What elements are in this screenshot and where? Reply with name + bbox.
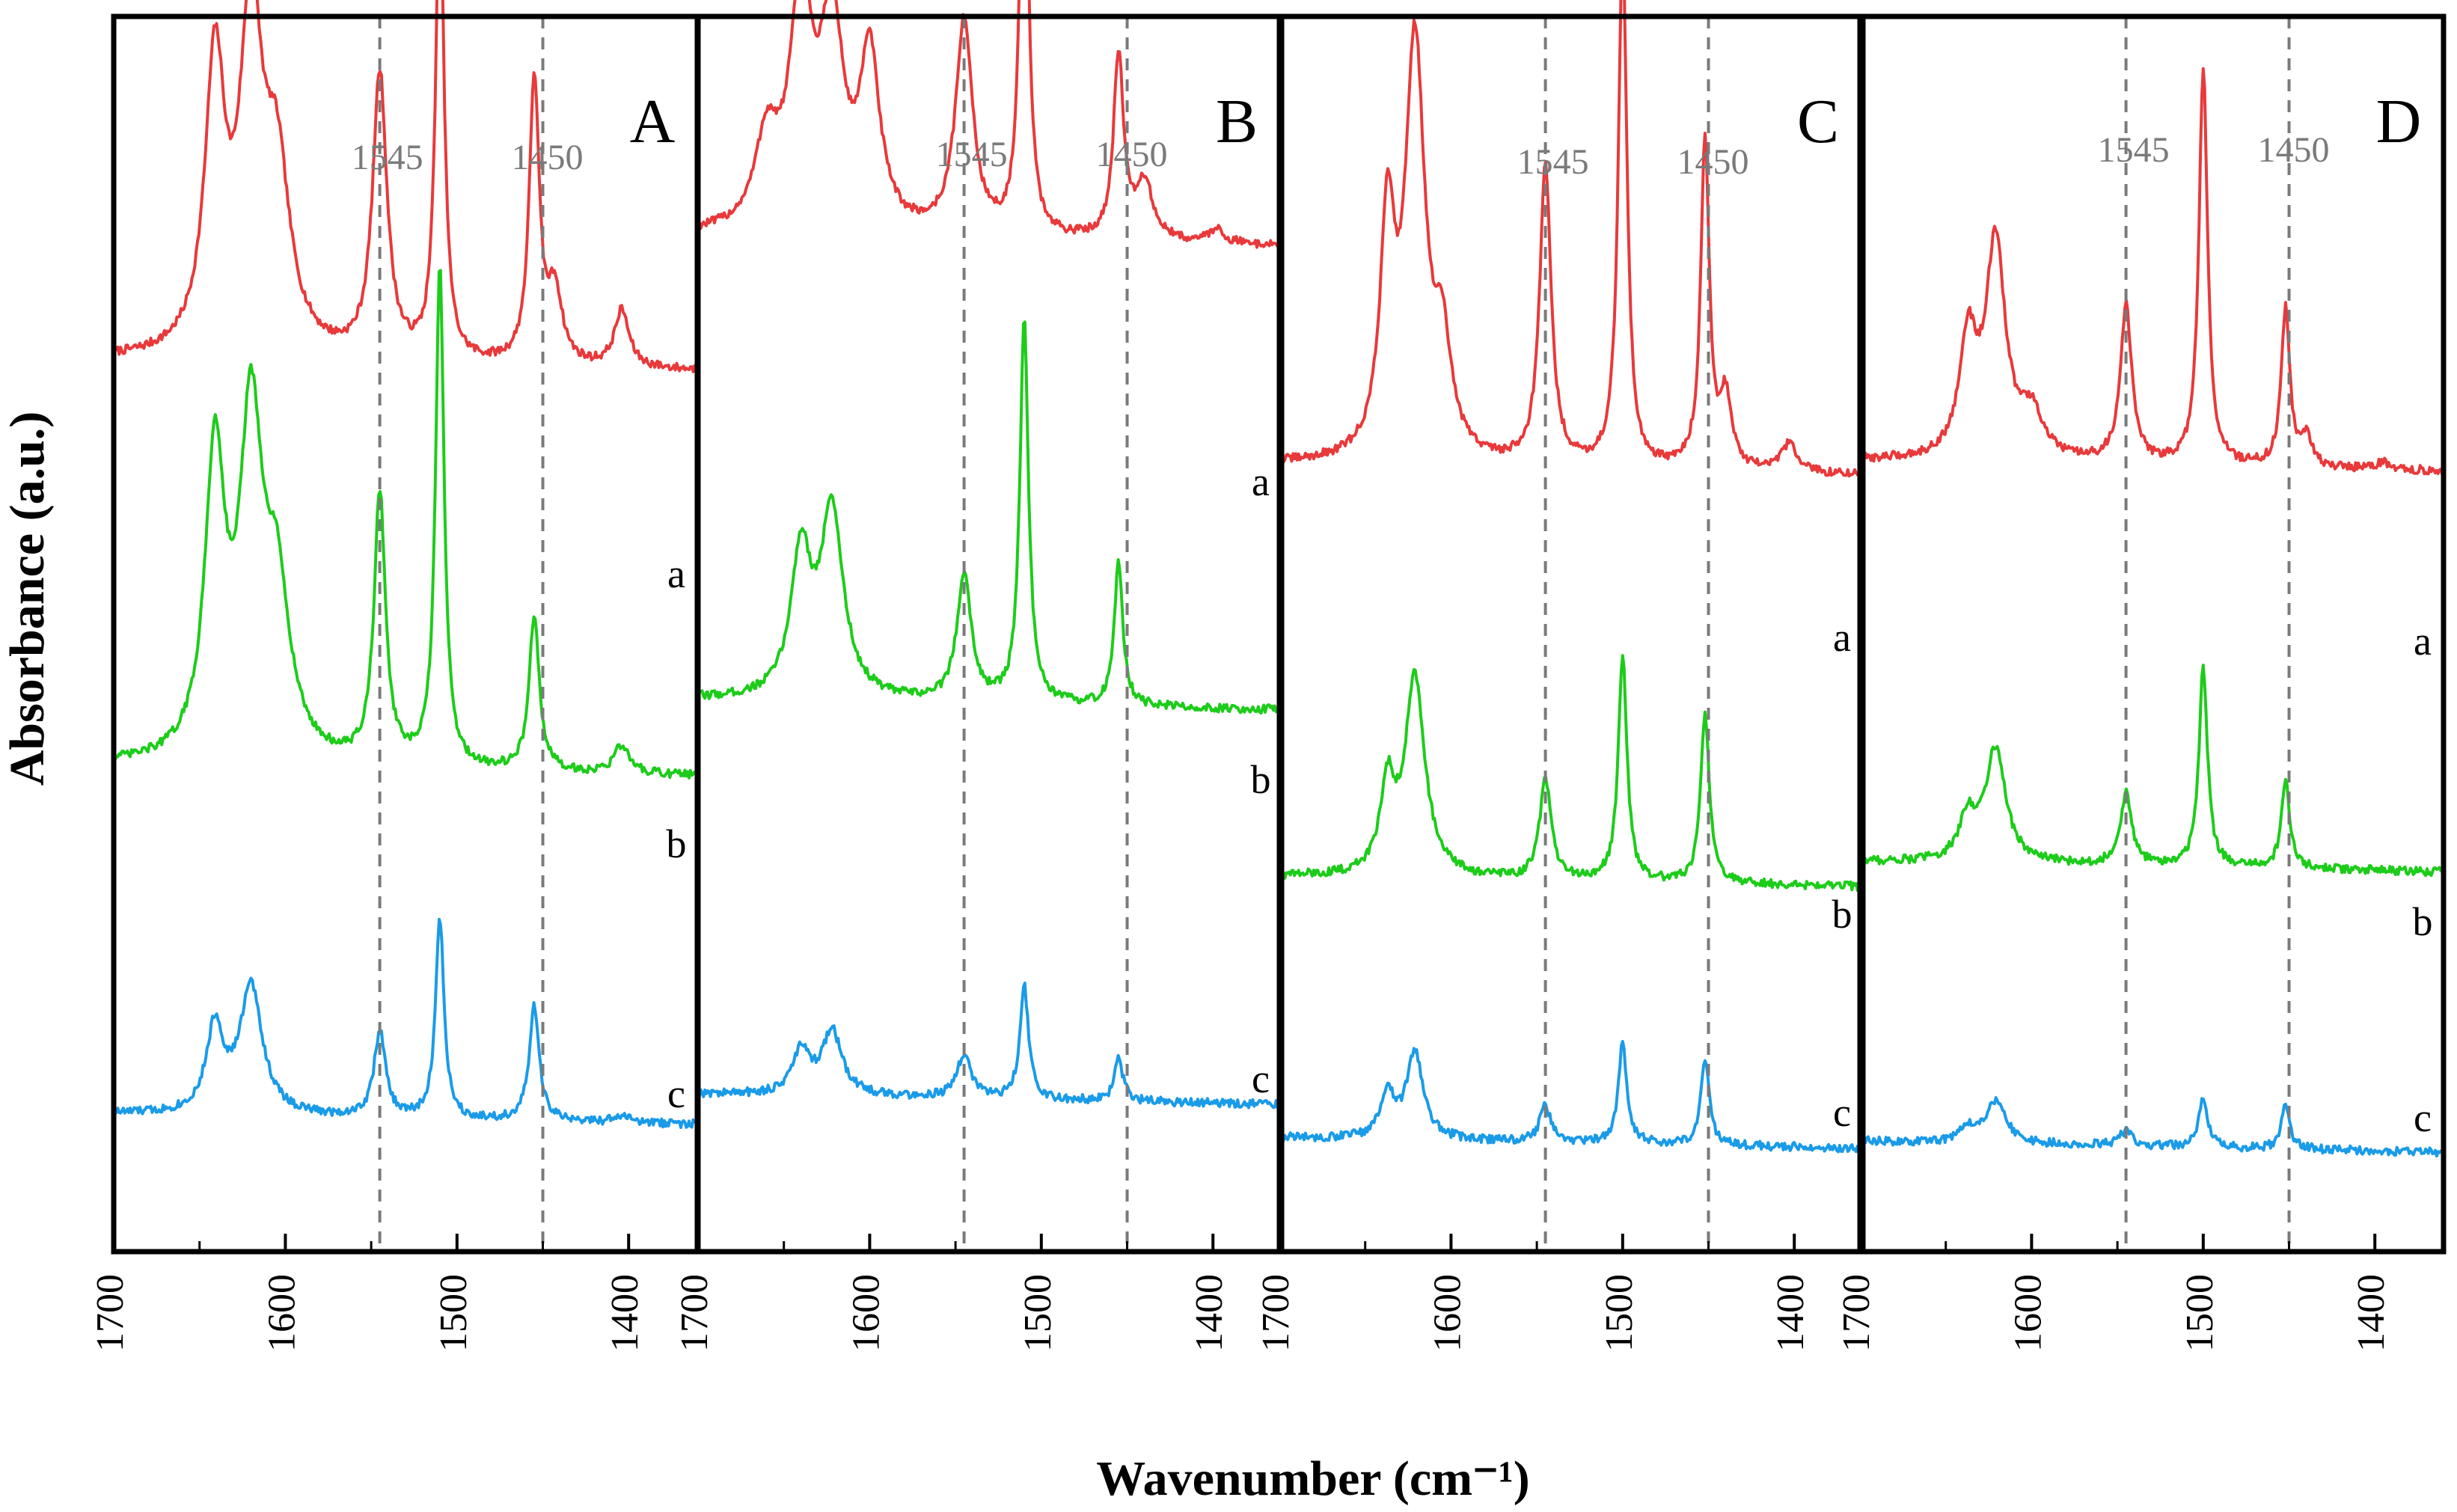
- x-tick-label-1700-d: 1700: [1835, 1274, 1878, 1352]
- panel-frame-c: [1276, 13, 1866, 1255]
- reference-label-1450-d: 1450: [2258, 130, 2330, 170]
- spectrum-a-a: [112, 0, 698, 374]
- curve-label-d-b: b: [2413, 899, 2433, 944]
- panel-label-c: C: [1797, 87, 1839, 156]
- curve-label-a-b: b: [667, 821, 687, 866]
- x-tick-label-1600-d: 1600: [2007, 1274, 2049, 1352]
- curve-label-b-a: a: [1252, 459, 1270, 504]
- curve-label-d-a: a: [2414, 619, 2432, 664]
- reference-lines: [378, 16, 2291, 1252]
- reference-label-1450-a: 1450: [512, 138, 584, 177]
- reference-label-1545-a: 1545: [352, 138, 423, 177]
- x-tick-label-1400-a: 1400: [604, 1274, 646, 1352]
- spectrum-d-a: [1859, 67, 2444, 476]
- curve-label-d-c: c: [2414, 1095, 2432, 1140]
- x-tick-label-1400-b: 1400: [1188, 1274, 1231, 1352]
- x-tick-label-1500-c: 1500: [1598, 1274, 1641, 1352]
- spectrum-d-b: [1858, 664, 2445, 878]
- spectrum-d-c: [1858, 1096, 2444, 1158]
- spectrum-b-b: [697, 320, 1283, 715]
- curve-label-b-c: c: [1252, 1056, 1270, 1101]
- x-tick-label-1600-a: 1600: [260, 1274, 303, 1352]
- x-tick-label-1500-a: 1500: [432, 1274, 475, 1352]
- curve-label-a-c: c: [667, 1071, 685, 1116]
- panel-frames: [111, 13, 2447, 1255]
- curve-label-b-b: b: [1251, 757, 1271, 802]
- spectra-curves: [112, 0, 2445, 1158]
- curve-label-c-a: a: [1833, 615, 1851, 660]
- chart-labels: a b c 1545 1450 A 1700 1600 1500 1400 a b c 1545 1450 B…: [89, 87, 2433, 1352]
- spectrum-a-c: [113, 917, 698, 1130]
- x-tick-label-1600-c: 1600: [1426, 1274, 1469, 1352]
- x-tick-label-1600-b: 1600: [845, 1274, 887, 1352]
- reference-label-1545-b: 1545: [936, 135, 1008, 174]
- x-tick-label-1400-c: 1400: [1769, 1274, 1812, 1352]
- spectrum-b-c: [697, 982, 1283, 1109]
- curve-label-c-b: b: [1832, 892, 1852, 937]
- x-tick-label-1700-a: 1700: [89, 1274, 132, 1352]
- x-tick-label-1700-b: 1700: [673, 1274, 716, 1352]
- curve-label-c-c: c: [1833, 1090, 1851, 1135]
- spectrum-c-b: [1278, 654, 1864, 893]
- reference-label-1545-d: 1545: [2098, 130, 2170, 170]
- reference-label-1545-c: 1545: [1517, 142, 1589, 182]
- spectrum-b-a: [697, 0, 1283, 249]
- spectrum-c-c: [1278, 1040, 1864, 1154]
- panel-label-a: A: [630, 87, 676, 156]
- x-axis-title: Wavenumber (cm⁻¹): [1096, 1451, 1530, 1506]
- spectrum-c-a: [1278, 0, 1864, 478]
- x-tick-label-1500-d: 1500: [2179, 1274, 2221, 1352]
- y-axis-title: Absorbance (a.u.): [0, 411, 55, 786]
- spectrum-a-b: [112, 269, 699, 780]
- reference-label-1450-b: 1450: [1096, 135, 1168, 174]
- panel-label-b: B: [1216, 87, 1258, 156]
- x-tick-label-1400-d: 1400: [2350, 1274, 2393, 1352]
- reference-label-1450-c: 1450: [1677, 142, 1749, 182]
- curve-label-a-a: a: [667, 551, 685, 596]
- panel-label-d: D: [2376, 87, 2422, 156]
- panel-frame-d: [1857, 13, 2447, 1255]
- x-tick-label-1500-b: 1500: [1017, 1274, 1059, 1352]
- x-tick-label-1700-c: 1700: [1255, 1274, 1297, 1352]
